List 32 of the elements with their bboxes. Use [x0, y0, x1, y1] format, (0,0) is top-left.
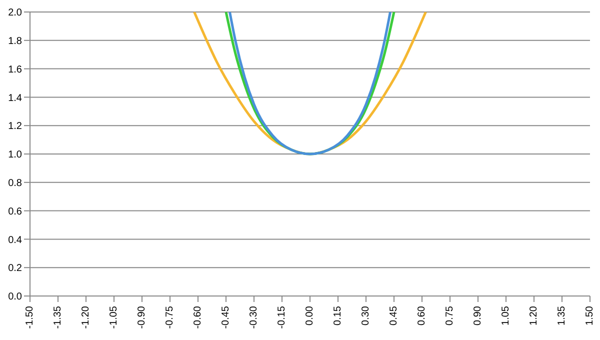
y-tick-label: 0.4 [8, 234, 22, 246]
x-tick-label: 0.45 [388, 306, 400, 326]
x-tick-label: -0.60 [192, 306, 204, 329]
y-tick-label: 2.0 [8, 8, 22, 19]
x-tick-label: 0.90 [472, 306, 484, 326]
x-tick-label: -0.45 [220, 306, 232, 329]
x-tick-label: 0.30 [360, 306, 372, 326]
y-tick-label: 0.6 [8, 206, 22, 218]
x-tick-label: 0.60 [416, 306, 428, 326]
y-tick-label: 1.0 [8, 150, 22, 161]
y-tick-label: 0.0 [8, 292, 22, 303]
y-tick-label: 0.2 [8, 263, 22, 274]
x-tick-label: 0.15 [332, 306, 344, 326]
x-tick-label: 1.35 [556, 306, 568, 326]
x-tick-label: -0.90 [136, 306, 148, 329]
x-tick-label: 1.50 [584, 306, 596, 326]
x-tick-label: -0.75 [164, 306, 176, 329]
x-tick-label: -1.35 [52, 306, 64, 329]
y-tick-label: 1.4 [8, 92, 22, 104]
x-tick-label: 1.20 [528, 306, 540, 326]
y-tick-label: 1.2 [8, 121, 22, 132]
x-tick-label: -0.30 [248, 306, 260, 329]
y-tick-label: 1.6 [8, 64, 22, 76]
x-tick-label: 0.00 [304, 306, 316, 326]
x-tick-label: -0.15 [276, 306, 288, 329]
x-tick-label: 1.05 [500, 306, 512, 326]
x-tick-label: -1.20 [80, 306, 92, 329]
y-tick-label: 0.8 [8, 178, 22, 189]
x-tick-label: 0.75 [444, 306, 456, 326]
x-tick-label: -1.05 [108, 306, 120, 329]
y-tick-label: 1.8 [8, 36, 22, 47]
x-tick-label: -1.50 [24, 306, 36, 329]
